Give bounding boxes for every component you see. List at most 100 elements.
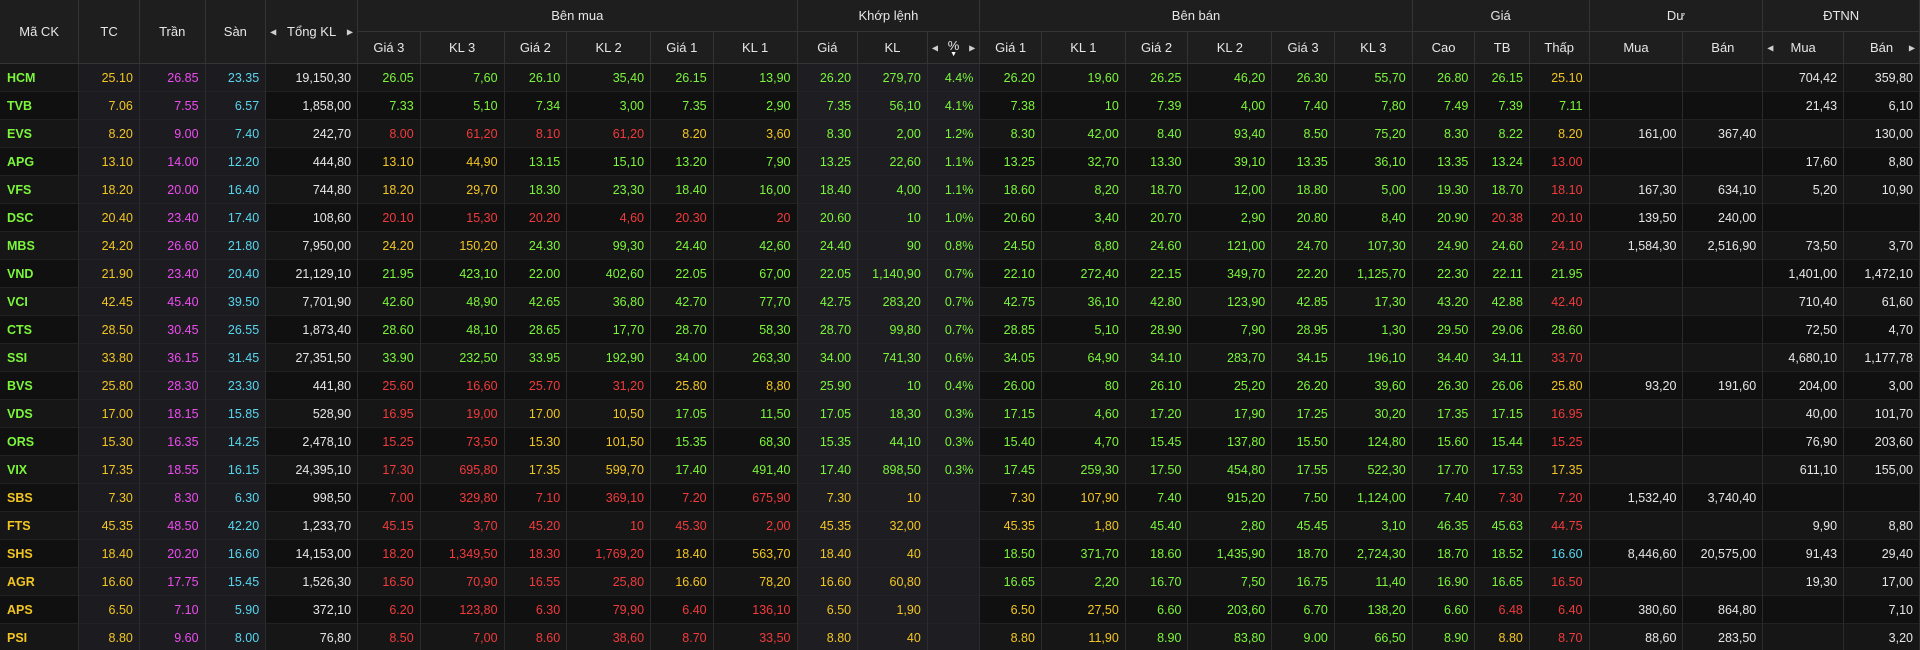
stock-row[interactable]: VFS 18.20 20.00 16.40 744,80 18.20 29,70 18.30 2… — [0, 175, 1920, 204]
symbol-cell[interactable]: VFS — [0, 175, 80, 204]
cell-lo: 25.10 — [1529, 63, 1590, 92]
cell-mv: 2,00 — [857, 119, 928, 148]
header-foreign-buy[interactable]: ◀ Mua — [1762, 31, 1845, 64]
stock-row[interactable]: CTS 28.50 30.45 26.55 1,873,40 28.60 48,10 28.6… — [0, 315, 1920, 344]
stock-row[interactable]: PSI 8.80 9.60 8.00 76,80 8.50 7,00 8.60 38,60 8.7… — [0, 623, 1920, 650]
header-bid-vol-3[interactable]: KL 3 — [420, 31, 505, 64]
cell-av3: 196,10 — [1334, 343, 1413, 372]
header-floor[interactable]: Sàn — [205, 0, 267, 64]
symbol-cell[interactable]: VDS — [0, 399, 80, 428]
cell-fs: 6,10 — [1843, 91, 1920, 120]
cell-rb: 139,50 — [1589, 203, 1684, 232]
header-ref-price[interactable]: TC — [78, 0, 140, 64]
header-ceiling[interactable]: Trần — [139, 0, 206, 64]
stock-row[interactable]: VCI 42.45 45.40 39.50 7,701,90 42.60 48,90 42.6… — [0, 287, 1920, 316]
arrow-left-icon[interactable]: ◀ — [1767, 43, 1774, 52]
symbol-cell[interactable]: APS — [0, 595, 80, 624]
header-high[interactable]: Cao — [1412, 31, 1476, 64]
symbol-cell[interactable]: FTS — [0, 511, 80, 540]
cell-avg: 6.48 — [1474, 595, 1530, 624]
header-avg[interactable]: TB — [1474, 31, 1530, 64]
symbol-cell[interactable]: EVS — [0, 119, 80, 148]
cell-a1: 13.25 — [979, 147, 1042, 176]
stock-row[interactable]: MBS 24.20 26.60 21.80 7,950,00 24.20 150,20 24.… — [0, 231, 1920, 260]
symbol-cell[interactable]: VND — [0, 259, 80, 288]
header-low[interactable]: Thấp — [1529, 31, 1590, 64]
stock-row[interactable]: APG 13.10 14.00 12.20 444,80 13.10 44,90 13.15 1… — [0, 147, 1920, 176]
stock-row[interactable]: HCM 25.10 26.85 23.35 19,150,30 26.05 7,60 26.1… — [0, 63, 1920, 92]
cell-fb: 5,20 — [1762, 175, 1845, 204]
stock-row[interactable]: SHS 18.40 20.20 16.60 14,153,00 18.20 1,349,50… — [0, 539, 1920, 568]
header-match-price[interactable]: Giá — [797, 31, 859, 64]
stock-row[interactable]: VDS 17.00 18.15 15.85 528,90 16.95 19,00 17.00 1… — [0, 399, 1920, 428]
cell-rb — [1589, 91, 1684, 120]
symbol-cell[interactable]: VCI — [0, 287, 80, 316]
symbol-cell[interactable]: DSC — [0, 203, 80, 232]
header-ask-vol-2[interactable]: KL 2 — [1187, 31, 1273, 64]
stock-row[interactable]: SSI 33.80 36.15 31.45 27,351,50 33.90 232,50 33… — [0, 343, 1920, 372]
header-ask-price-3[interactable]: Giá 3 — [1271, 31, 1335, 64]
header-bid-price-3[interactable]: Giá 3 — [357, 31, 421, 64]
cell-tran: 8.30 — [139, 483, 206, 512]
header-foreign-sell[interactable]: Bán ▶ — [1843, 31, 1920, 64]
cell-tc: 42.45 — [78, 287, 140, 316]
sort-desc-icon[interactable]: ▼ — [950, 51, 958, 58]
stock-row[interactable]: DSC 20.40 23.40 17.40 108,60 20.10 15,30 20.20 4… — [0, 203, 1920, 232]
header-match-percent[interactable]: ◀ % ▼ ▶ — [927, 31, 981, 64]
symbol-cell[interactable]: MBS — [0, 231, 80, 260]
cell-mv: 898,50 — [857, 455, 928, 484]
cell-avg: 34.11 — [1474, 343, 1530, 372]
symbol-cell[interactable]: SBS — [0, 483, 80, 512]
cell-rs: 191,60 — [1682, 371, 1764, 400]
stock-row[interactable]: ORS 15.30 16.35 14.25 2,478,10 15.25 73,50 15.3… — [0, 427, 1920, 456]
symbol-cell[interactable]: ORS — [0, 427, 80, 456]
stock-row[interactable]: TVB 7.06 7.55 6.57 1,858,00 7.33 5,10 7.34 3,00 7… — [0, 91, 1920, 120]
symbol-cell[interactable]: AGR — [0, 567, 80, 596]
symbol-cell[interactable]: VIX — [0, 455, 80, 484]
cell-pct: 1.1% — [927, 175, 981, 204]
header-total-volume[interactable]: ◀ Tổng KL ▶ — [265, 0, 359, 64]
stock-row[interactable]: BVS 25.80 28.30 23.30 441,80 25.60 16,60 25.70 3… — [0, 371, 1920, 400]
symbol-cell[interactable]: HCM — [0, 63, 80, 92]
symbol-cell[interactable]: CTS — [0, 315, 80, 344]
header-match-volume[interactable]: KL — [857, 31, 928, 64]
cell-kl1: 263,30 — [713, 343, 798, 372]
header-bid-price-1[interactable]: Giá 1 — [650, 31, 714, 64]
stock-row[interactable]: FTS 45.35 48.50 42.20 1,233,70 45.15 3,70 45.20… — [0, 511, 1920, 540]
stock-row[interactable]: VND 21.90 23.40 20.40 21,129,10 21.95 423,10 22… — [0, 259, 1920, 288]
arrow-right-icon[interactable]: ▶ — [969, 43, 976, 52]
stock-row[interactable]: EVS 8.20 9.00 7.40 242,70 8.00 61,20 8.10 61,20 8… — [0, 119, 1920, 148]
header-bid-vol-1[interactable]: KL 1 — [713, 31, 798, 64]
header-symbol[interactable]: Mã CK — [0, 0, 80, 64]
symbol-cell[interactable]: SHS — [0, 539, 80, 568]
symbol-cell[interactable]: TVB — [0, 91, 80, 120]
cell-avg: 16.65 — [1474, 567, 1530, 596]
cell-tkl: 1,233,70 — [265, 511, 359, 540]
cell-pct: 0.6% — [927, 343, 981, 372]
header-remain-buy[interactable]: Mua — [1589, 31, 1684, 64]
header-ask-price-2[interactable]: Giá 2 — [1125, 31, 1189, 64]
symbol-cell[interactable]: PSI — [0, 623, 80, 650]
cell-san: 7.40 — [205, 119, 267, 148]
cell-av3: 66,50 — [1334, 623, 1413, 650]
arrow-left-icon[interactable]: ◀ — [931, 43, 938, 52]
header-ask-vol-3[interactable]: KL 3 — [1334, 31, 1413, 64]
cell-rb — [1589, 511, 1684, 540]
header-bid-vol-2[interactable]: KL 2 — [566, 31, 652, 64]
symbol-cell[interactable]: SSI — [0, 343, 80, 372]
header-remain-sell[interactable]: Bán — [1682, 31, 1764, 64]
stock-row[interactable]: VIX 17.35 18.55 16.15 24,395,10 17.30 695,80 17… — [0, 455, 1920, 484]
header-ask-price-1[interactable]: Giá 1 — [979, 31, 1042, 64]
arrow-left-icon[interactable]: ◀ — [270, 27, 277, 36]
header-ask-vol-1[interactable]: KL 1 — [1041, 31, 1126, 64]
cell-lo: 20.10 — [1529, 203, 1590, 232]
cell-rb — [1589, 315, 1684, 344]
stock-row[interactable]: APS 6.50 7.10 5.90 372,10 6.20 123,80 6.30 79,90… — [0, 595, 1920, 624]
stock-row[interactable]: SBS 7.30 8.30 6.30 998,50 7.00 329,80 7.10 369,1… — [0, 483, 1920, 512]
symbol-cell[interactable]: APG — [0, 147, 80, 176]
arrow-right-icon[interactable]: ▶ — [346, 27, 354, 36]
header-bid-price-2[interactable]: Giá 2 — [504, 31, 568, 64]
symbol-cell[interactable]: BVS — [0, 371, 80, 400]
arrow-right-icon[interactable]: ▶ — [1908, 43, 1915, 52]
stock-row[interactable]: AGR 16.60 17.75 15.45 1,526,30 16.50 70,90 16.5… — [0, 567, 1920, 596]
